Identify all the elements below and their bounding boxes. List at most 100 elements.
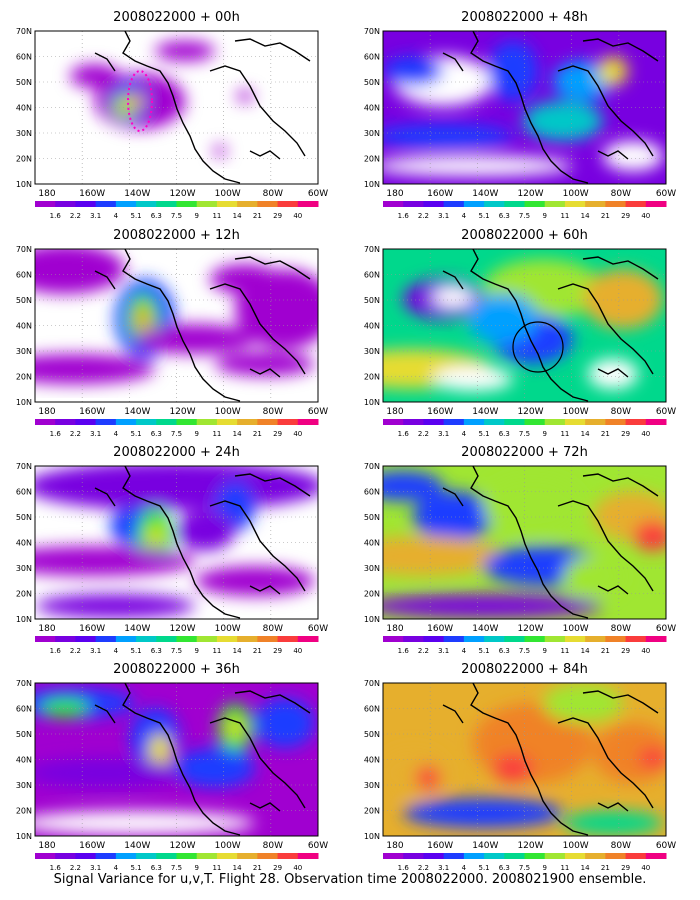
- colorbar-swatch: [237, 853, 258, 859]
- colorbar-swatch: [156, 419, 177, 425]
- colorbar-label: 11: [560, 212, 569, 220]
- colorbar-swatch: [423, 419, 445, 425]
- lat-tick-label: 20N: [16, 373, 32, 382]
- colorbar-label: 14: [581, 647, 590, 655]
- colorbar-label: 4: [114, 647, 119, 655]
- map-frame: [382, 30, 667, 185]
- colorbar-swatch: [383, 636, 404, 642]
- colorbar-label: 3.1: [90, 430, 101, 438]
- colorbar-label: 9: [194, 864, 198, 872]
- lat-tick-label: 30N: [364, 564, 380, 573]
- colorbar-swatch: [237, 201, 258, 207]
- colorbar-label: 29: [273, 430, 282, 438]
- colorbar-label: 14: [233, 864, 242, 872]
- colorbar-label: 3.1: [90, 647, 101, 655]
- colorbar-swatch: [136, 201, 157, 207]
- colorbar-swatch: [35, 853, 56, 859]
- map-panel: 2008022000 + 60h 70N 60N 50N 40N 30N 20N 10N 180…: [364, 228, 676, 438]
- colorbar-swatch: [35, 419, 56, 425]
- lat-tick-label: 70N: [364, 679, 380, 688]
- colorbar-swatch: [544, 636, 566, 642]
- lon-tick-label: 180: [38, 407, 55, 417]
- lon-tick-label: 180: [386, 189, 403, 199]
- colorbar-label: 9: [542, 864, 546, 872]
- colorbar-swatch: [443, 201, 465, 207]
- colorbar-swatch: [463, 419, 485, 425]
- colorbar-swatch: [605, 201, 627, 207]
- lat-tick-label: 30N: [364, 347, 380, 356]
- lon-tick-label: 120W: [517, 841, 543, 851]
- colorbar-label: 4: [462, 864, 467, 872]
- colorbar-swatch: [95, 853, 117, 859]
- colorbar-label: 11: [560, 647, 569, 655]
- lon-tick-label: 160W: [79, 407, 105, 417]
- colorbar-label: 11: [560, 864, 569, 872]
- colorbar-label: 29: [621, 212, 630, 220]
- colorbar-swatch: [564, 636, 586, 642]
- lat-tick-label: 60N: [16, 705, 32, 714]
- lon-tick-label: 80W: [611, 407, 631, 417]
- variance-contour: [416, 766, 440, 790]
- colorbar-label: 6.3: [151, 647, 162, 655]
- lon-tick-label: 180: [38, 624, 55, 634]
- colorbar: 1.6 2.2 3.1 4 5.1 6.3 7.5 9 11 14 21 29 40: [35, 201, 319, 220]
- lon-tick-label: 60W: [656, 624, 676, 634]
- lat-tick-label: 30N: [364, 781, 380, 790]
- colorbar-label: 21: [253, 212, 262, 220]
- colorbar-label: 6.3: [151, 430, 162, 438]
- colorbar-label: 4: [114, 864, 119, 872]
- colorbar-label: 7.5: [171, 430, 182, 438]
- colorbar-swatch: [136, 636, 157, 642]
- lat-tick-label: 60N: [364, 53, 380, 62]
- lon-tick-label: 100W: [563, 189, 589, 199]
- variance-contour: [433, 367, 513, 391]
- colorbar-swatch: [625, 201, 647, 207]
- colorbar-swatch: [297, 636, 319, 642]
- colorbar-swatch: [196, 636, 218, 642]
- coastline: [442, 31, 659, 184]
- colorbar-label: 7.5: [171, 647, 182, 655]
- colorbar-label: 5.1: [479, 647, 490, 655]
- colorbar-label: 14: [233, 430, 242, 438]
- colorbar-swatch: [216, 853, 238, 859]
- colorbar-swatch: [585, 201, 606, 207]
- colorbar: 1.6 2.2 3.1 4 5.1 6.3 7.5 9 11 14 21 29 40: [35, 419, 319, 438]
- variance-contour: [155, 41, 215, 61]
- variance-contour: [135, 324, 255, 354]
- lon-tick-label: 180: [38, 189, 55, 199]
- map-panel: 2008022000 + 84h 70N 60N 50N 40N 30N 20N 10N 180…: [364, 662, 676, 872]
- lat-tick-label: 10N: [364, 180, 380, 189]
- colorbar-label: 7.5: [519, 647, 530, 655]
- variance-contour: [633, 521, 666, 551]
- lon-tick-label: 60W: [308, 624, 328, 634]
- colorbar-swatch: [216, 419, 238, 425]
- colorbar-swatch: [277, 201, 299, 207]
- colorbar-swatch: [136, 853, 157, 859]
- colorbar-swatch: [403, 419, 424, 425]
- variance-contour: [598, 56, 628, 86]
- lat-tick-label: 40N: [364, 539, 380, 548]
- lon-tick-label: 140W: [472, 841, 498, 851]
- colorbar-label: 9: [542, 647, 546, 655]
- lat-tick-label: 20N: [16, 155, 32, 164]
- lat-tick-label: 50N: [16, 296, 32, 305]
- lat-tick-label: 10N: [16, 615, 32, 624]
- colorbar-label: 2.2: [70, 430, 81, 438]
- colorbar-swatch: [35, 636, 56, 642]
- colorbar-label: 2.2: [418, 647, 429, 655]
- colorbar-label: 7.5: [519, 864, 530, 872]
- lat-tick-label: 20N: [364, 590, 380, 599]
- colorbar-label: 1.6: [398, 430, 410, 438]
- colorbar-label: 29: [273, 647, 282, 655]
- lon-tick-label: 160W: [79, 841, 105, 851]
- colorbar-label: 2.2: [70, 864, 81, 872]
- panel-title: 2008022000 + 84h: [461, 662, 588, 677]
- colorbar-swatch: [115, 636, 137, 642]
- lat-tick-label: 40N: [364, 104, 380, 113]
- lon-tick-label: 80W: [611, 624, 631, 634]
- lon-tick-label: 120W: [169, 841, 195, 851]
- lon-tick-label: 160W: [427, 841, 453, 851]
- colorbar-label: 3.1: [90, 212, 101, 220]
- colorbar-label: 40: [293, 647, 302, 655]
- colorbar-swatch: [645, 201, 667, 207]
